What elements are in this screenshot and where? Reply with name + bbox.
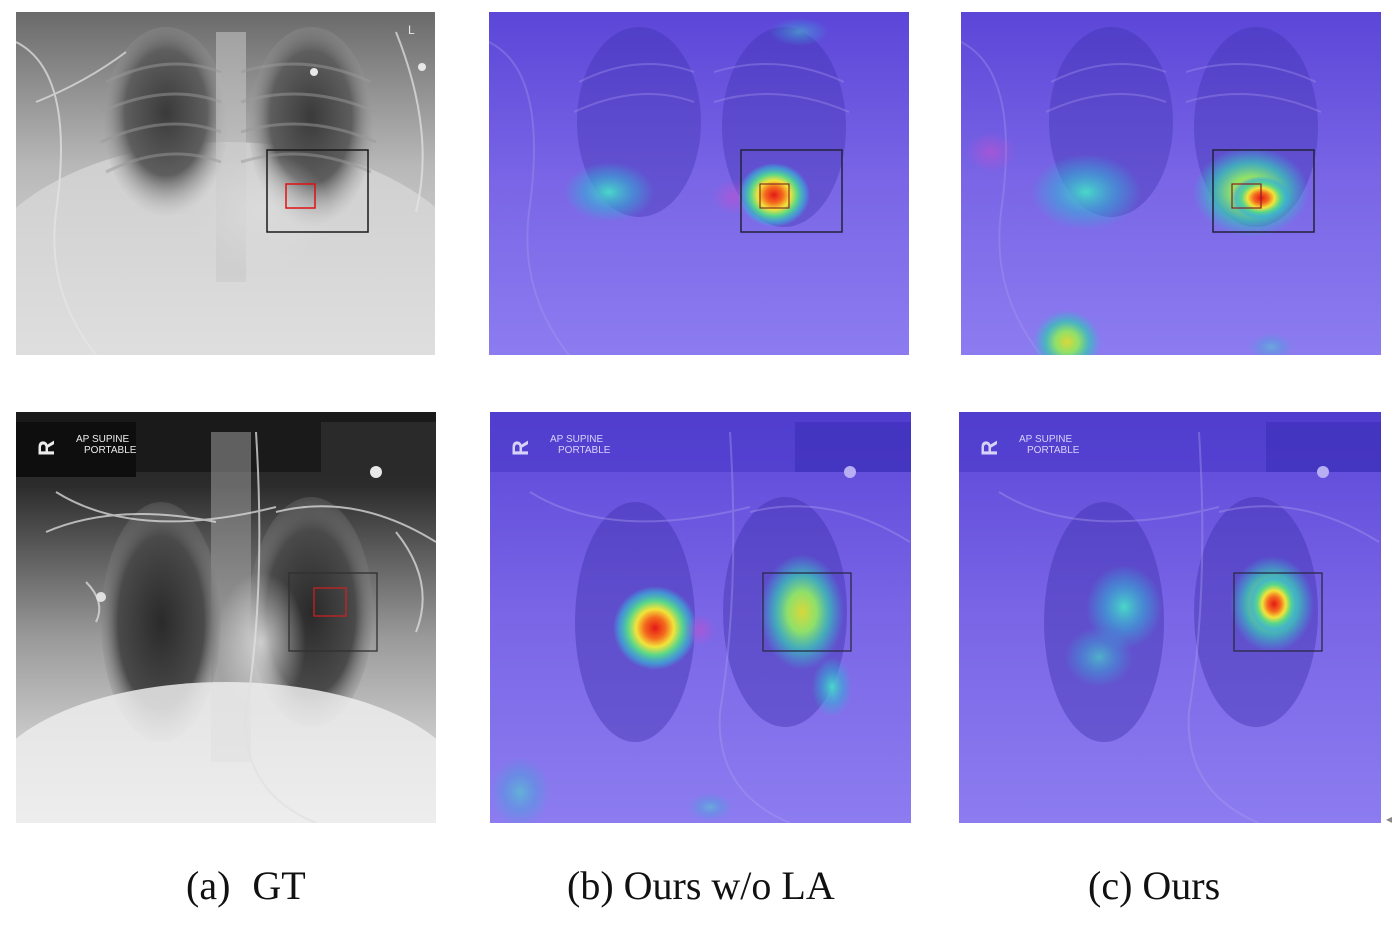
gt-inner-box: [759, 183, 790, 209]
gt-bounding-box: [1212, 149, 1315, 233]
gt-bounding-box: [762, 572, 852, 652]
heatmap-image: R AP SUPINE PORTABLE: [490, 412, 911, 823]
view-label-line1: AP SUPINE: [1019, 434, 1072, 445]
xray-gt-row2: R AP SUPINE PORTABLE: [16, 412, 436, 823]
caption-gt-label: (a): [186, 863, 231, 908]
gt-inner-box: [1231, 183, 1262, 209]
xray-gt-row1: L: [16, 12, 435, 355]
heatmap-ours-row1: [961, 12, 1381, 355]
gt-inner-box: [313, 587, 347, 617]
caption-ours: (c) Ours: [1088, 863, 1221, 908]
side-marker: R: [508, 440, 533, 456]
side-marker: R: [977, 440, 1002, 456]
caption-wo-la: (b) Ours w/o LA: [567, 863, 835, 908]
gt-inner-box: [285, 183, 316, 209]
view-label-line1: AP SUPINE: [76, 434, 129, 445]
gt-bounding-box: [1233, 572, 1323, 652]
heatmap-image: [961, 12, 1381, 355]
heatmap-image: [489, 12, 909, 355]
heatmap-wo-la-row1: [489, 12, 909, 355]
gt-bounding-box: [288, 572, 378, 652]
xray-image: R AP SUPINE PORTABLE: [16, 412, 436, 823]
view-label-line2: PORTABLE: [1027, 445, 1080, 456]
xray-image: L: [16, 12, 435, 355]
heatmap-image: R AP SUPINE PORTABLE: [959, 412, 1381, 823]
caption-gt: (a) GT: [186, 862, 306, 910]
gt-bounding-box: [266, 149, 369, 233]
view-label-line2: PORTABLE: [558, 445, 611, 456]
caption-gt-text: GT: [252, 863, 306, 908]
view-label-line1: AP SUPINE: [550, 434, 603, 445]
edge-artifact: ◂: [1386, 812, 1393, 826]
side-marker: L: [408, 23, 415, 37]
heatmap-ours-row2: R AP SUPINE PORTABLE: [959, 412, 1381, 823]
heatmap-wo-la-row2: R AP SUPINE PORTABLE: [490, 412, 911, 823]
side-marker: R: [34, 440, 59, 456]
view-label-line2: PORTABLE: [84, 445, 137, 456]
gt-bounding-box: [740, 149, 843, 233]
